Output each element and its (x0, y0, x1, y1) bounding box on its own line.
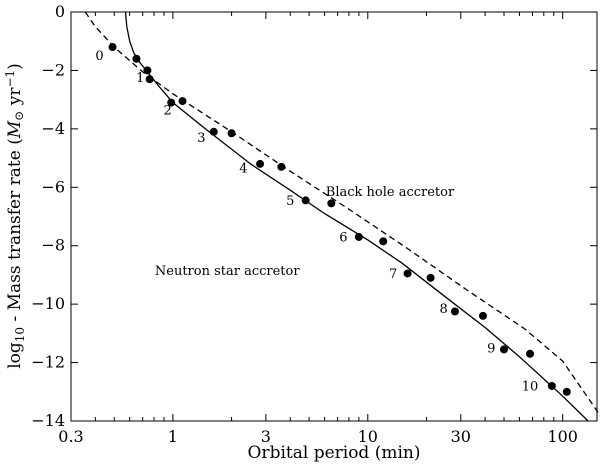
data-point (547, 381, 556, 390)
annotation: Black hole accretor (326, 185, 455, 200)
data-point (143, 66, 152, 75)
y-axis-title-mass: M (5, 120, 25, 139)
point-label: 2 (164, 103, 172, 118)
y-axis-title-log: log (5, 342, 25, 369)
y-tick-label: −12 (31, 353, 65, 372)
data-point (500, 345, 509, 354)
y-tick-label: −14 (31, 411, 65, 430)
data-point (450, 307, 459, 316)
data-point (562, 387, 571, 396)
data-point (478, 311, 487, 320)
y-axis-title-exp: −1 (3, 70, 17, 88)
svg-text:log10 - Mass transfer rate (M⊙: log10 - Mass transfer rate (M⊙ yr−1) (3, 63, 27, 369)
point-label: 5 (286, 194, 294, 209)
series-group (84, 11, 600, 422)
x-axis-title: Orbital period (min) (248, 443, 421, 463)
point-label: 0 (95, 49, 103, 64)
x-tick-label: 1 (168, 427, 178, 446)
y-axis-title: log10 - Mass transfer rate (M⊙ yr−1) (3, 63, 27, 369)
data-point (256, 159, 265, 168)
point-label: 6 (339, 230, 347, 245)
point-label: 10 (522, 379, 539, 394)
data-point (145, 75, 154, 84)
point-label: 9 (487, 341, 495, 356)
plot-frame (70, 11, 598, 422)
data-point (426, 273, 435, 282)
y-axis-title-close: ) (5, 63, 25, 70)
data-point (167, 98, 176, 107)
data-point (277, 162, 286, 171)
point-label: 7 (389, 267, 397, 282)
annotation: Neutron star accretor (155, 264, 300, 279)
x-tick-label: 10 (358, 427, 378, 446)
point-label: 4 (239, 162, 247, 177)
data-point (301, 196, 310, 205)
y-tick-label: −2 (41, 60, 65, 79)
y-tick-label: −4 (41, 119, 65, 138)
x-tick-label: 3 (261, 427, 271, 446)
x-tick-label: 30 (451, 427, 471, 446)
y-axis-title-main: - Mass transfer rate ( (5, 138, 25, 327)
point-label: 1 (136, 71, 144, 86)
data-point (526, 349, 535, 358)
data-point (132, 54, 141, 63)
y-tick-label: −6 (41, 177, 65, 196)
neutron-star-accretor-line (124, 11, 589, 422)
y-tick-label: −8 (41, 236, 65, 255)
data-point (327, 199, 336, 208)
x-tick-label: 100 (547, 427, 578, 446)
data-point (227, 129, 236, 138)
data-point (403, 269, 412, 278)
data-point (209, 127, 218, 136)
labels-group: 0 1 2 3 4 5 6 7 8 9 10 Black hole accretor Neutron s… (95, 49, 538, 394)
y-tick-label: 0 (55, 2, 65, 21)
data-point (178, 97, 187, 106)
point-label: 8 (439, 302, 447, 317)
y-axis-title-yr: yr (5, 87, 25, 111)
data-point (379, 237, 388, 246)
data-point (354, 232, 363, 241)
point-label: 3 (197, 131, 205, 146)
y-axis-title-sun: ⊙ (12, 111, 26, 121)
x-tick-label: 0.3 (58, 427, 83, 446)
y-axis-title-sub: 10 (13, 327, 27, 342)
y-tick-label: −10 (31, 294, 65, 313)
data-point (108, 43, 117, 52)
